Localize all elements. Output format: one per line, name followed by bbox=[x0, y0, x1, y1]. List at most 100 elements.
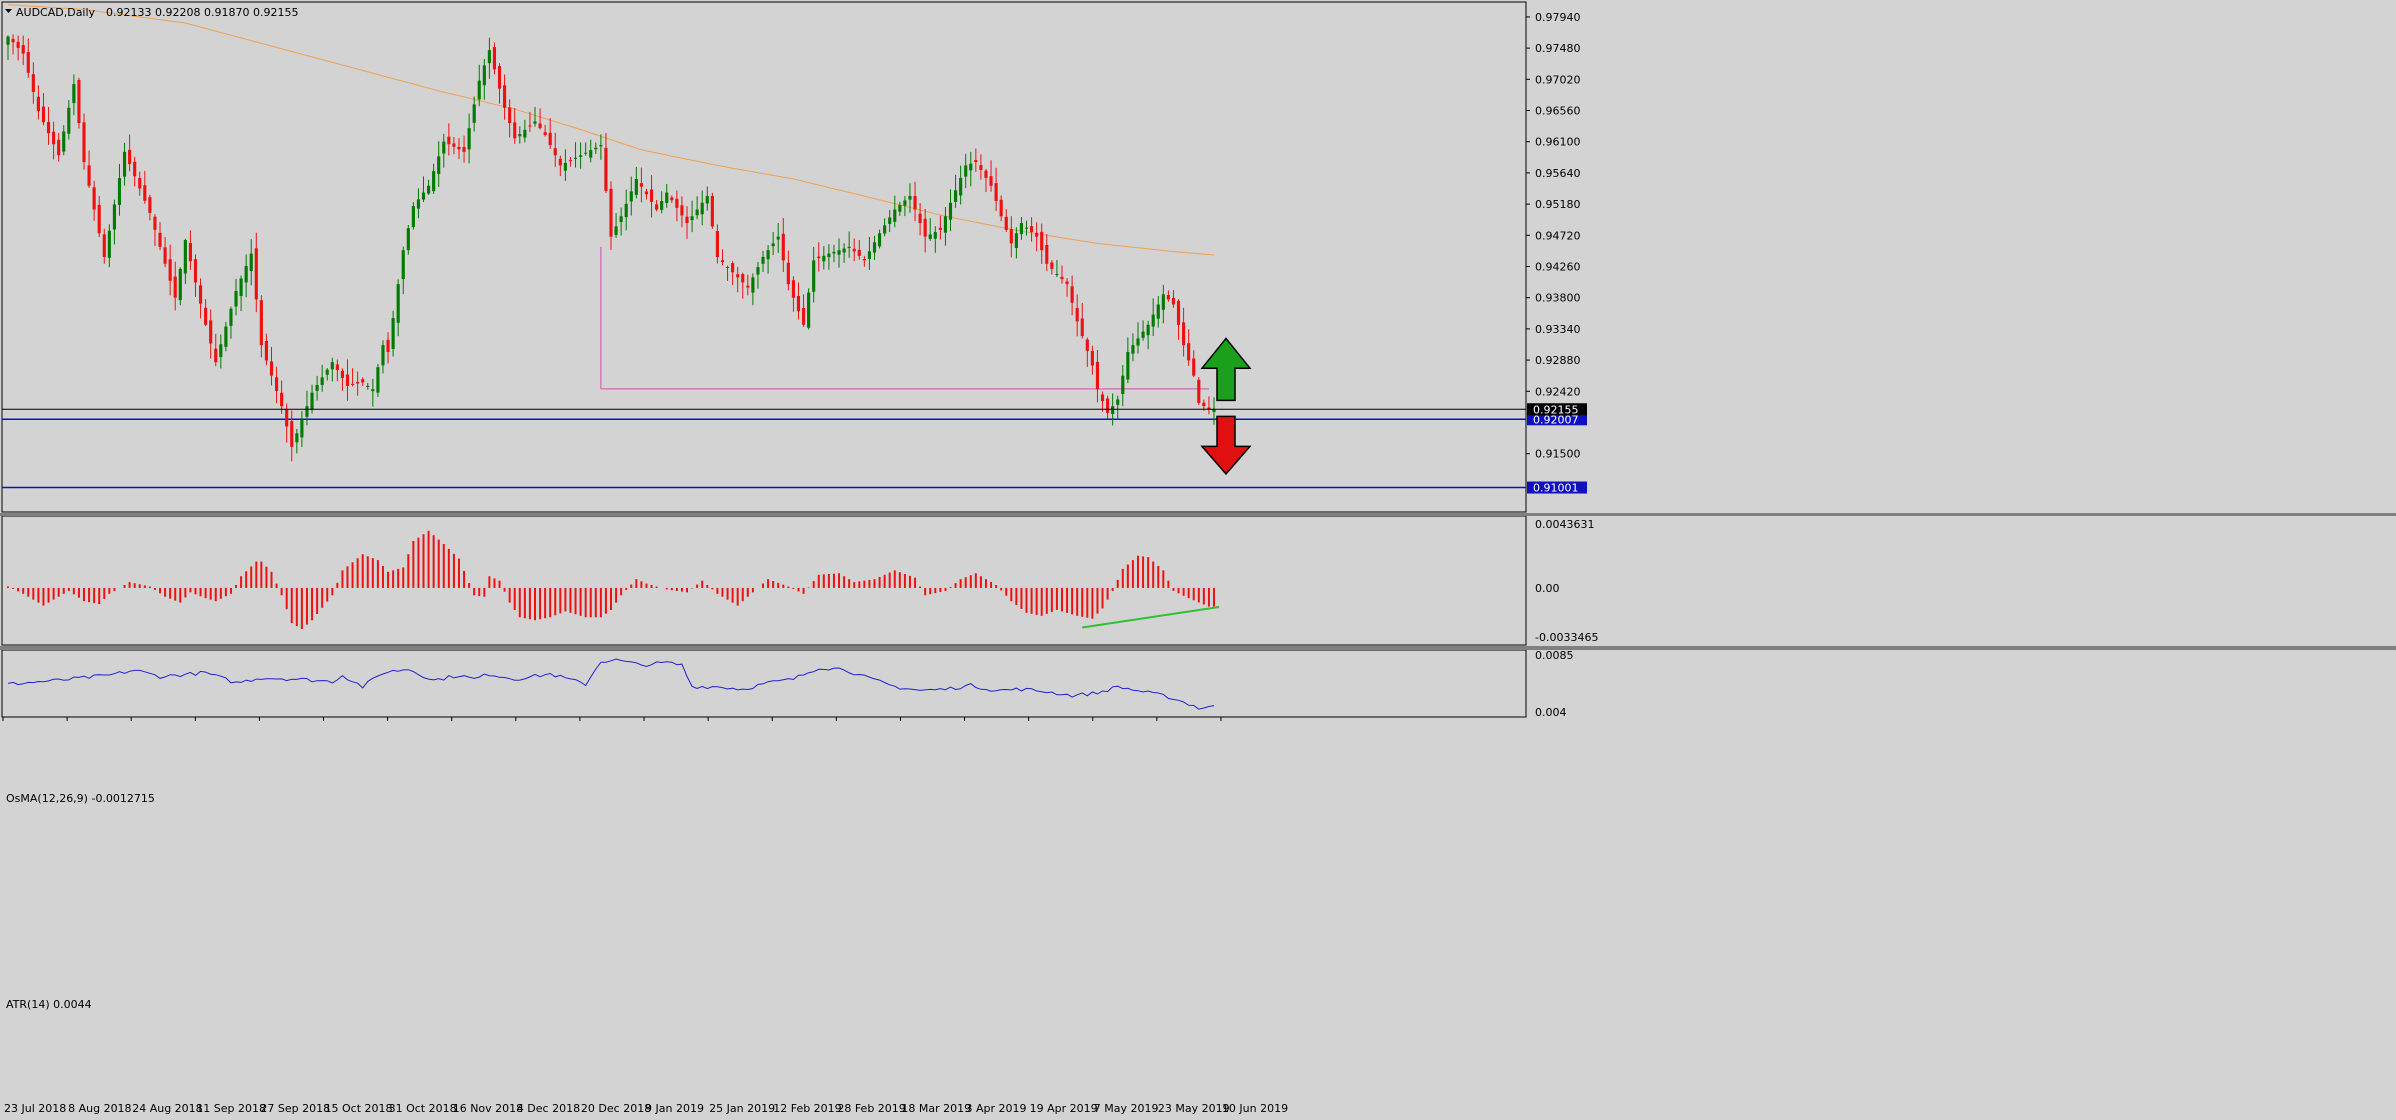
candle-body bbox=[274, 377, 279, 391]
price-tick-label: 0.96560 bbox=[1535, 105, 1581, 118]
level-price-label: 0.92007 bbox=[1533, 413, 1579, 426]
time-tick-label: 3 Apr 2019 bbox=[966, 1102, 1027, 1115]
panel-separator[interactable] bbox=[0, 646, 2396, 650]
candle-body bbox=[1212, 409, 1216, 413]
candle-body bbox=[781, 233, 785, 261]
candle-body bbox=[1019, 223, 1024, 235]
candle-body bbox=[832, 251, 836, 254]
candle-body bbox=[1121, 375, 1125, 395]
candle-body bbox=[568, 160, 573, 162]
candle-body bbox=[989, 176, 993, 186]
candle-body bbox=[675, 198, 679, 208]
menu-triangle-icon[interactable] bbox=[5, 9, 12, 13]
candle-body bbox=[872, 242, 877, 253]
candle-body bbox=[751, 277, 755, 293]
ohlc-label: 0.92133 0.92208 0.91870 0.92155 bbox=[106, 6, 298, 19]
candle-body bbox=[908, 195, 912, 200]
candle-body bbox=[219, 344, 223, 358]
time-tick-label: 19 Apr 2019 bbox=[1030, 1102, 1098, 1115]
candle-body bbox=[705, 195, 709, 204]
symbol-label: AUDCAD,Daily bbox=[16, 6, 96, 19]
candle-body bbox=[791, 280, 795, 298]
candle-body bbox=[122, 151, 127, 177]
candle-body bbox=[786, 262, 790, 285]
candle-body bbox=[700, 202, 704, 215]
candle-body bbox=[36, 96, 40, 112]
candle-body bbox=[295, 433, 299, 443]
candle-body bbox=[923, 218, 927, 237]
candle-body bbox=[183, 240, 187, 274]
arrow-up-icon[interactable] bbox=[1200, 337, 1252, 402]
atr-label: ATR(14) 0.0044 bbox=[6, 998, 92, 1011]
candle-body bbox=[198, 285, 203, 304]
candle-body bbox=[933, 232, 937, 239]
candle-body bbox=[264, 341, 268, 361]
candle-body bbox=[193, 259, 198, 283]
candle-body bbox=[467, 128, 471, 150]
candle-body bbox=[290, 421, 294, 447]
candle-body bbox=[862, 259, 866, 261]
candle-body bbox=[553, 148, 557, 156]
candle-body bbox=[771, 243, 775, 247]
candle-body bbox=[725, 266, 730, 268]
arrow-down-icon[interactable] bbox=[1200, 415, 1252, 476]
candle-body bbox=[644, 191, 649, 195]
candle-body bbox=[877, 233, 882, 247]
candle-body bbox=[1182, 322, 1186, 346]
price-tick-label: 0.92880 bbox=[1535, 354, 1581, 367]
candle-body bbox=[1085, 339, 1089, 351]
candle-body bbox=[452, 143, 456, 147]
candle-body bbox=[1090, 351, 1094, 366]
chart-header: AUDCAD,Daily 0.92133 0.92208 0.91870 0.9… bbox=[5, 6, 298, 19]
candle-body bbox=[837, 250, 841, 255]
candle-body bbox=[173, 276, 177, 298]
osma-label: OsMA(12,26,9) -0.0012715 bbox=[6, 792, 155, 805]
price-panel-frame bbox=[1, 1, 1527, 513]
candle-body bbox=[497, 66, 502, 89]
candle-body bbox=[1050, 262, 1054, 269]
candle-body bbox=[690, 216, 694, 221]
candle-body bbox=[695, 209, 699, 216]
candle-body bbox=[376, 367, 380, 393]
osma-tick-label: 0.0043631 bbox=[1535, 518, 1595, 531]
candle-body bbox=[847, 246, 851, 248]
candle-body bbox=[736, 274, 740, 278]
candle-body bbox=[92, 187, 96, 210]
candle-body bbox=[624, 203, 628, 218]
time-tick-label: 10 Jun 2019 bbox=[1222, 1102, 1288, 1115]
time-tick-label: 18 Mar 2019 bbox=[901, 1102, 971, 1115]
candle-body bbox=[827, 253, 831, 258]
candle-body bbox=[1070, 286, 1074, 303]
time-tick-label: 31 Oct 2018 bbox=[389, 1102, 457, 1115]
candle-body bbox=[1126, 351, 1130, 380]
osma-trendline[interactable] bbox=[1082, 606, 1220, 629]
candle-body bbox=[62, 131, 66, 152]
moving-average-line bbox=[7, 4, 1215, 256]
candle-body bbox=[310, 392, 314, 410]
candle-body bbox=[822, 255, 826, 262]
candle-body bbox=[477, 80, 481, 100]
candle-body bbox=[563, 162, 567, 171]
candle-body bbox=[41, 106, 46, 123]
candle-body bbox=[102, 234, 106, 257]
candle-body bbox=[46, 122, 51, 134]
candle-body bbox=[158, 232, 162, 247]
candle-body bbox=[756, 267, 760, 275]
candle-body bbox=[766, 250, 770, 260]
panel-separator[interactable] bbox=[0, 513, 2396, 516]
candle-body bbox=[903, 200, 907, 206]
candle-body bbox=[518, 134, 522, 137]
candle-body bbox=[330, 362, 334, 370]
candle-body bbox=[1166, 295, 1170, 300]
atr-tick-label: 0.004 bbox=[1535, 706, 1567, 719]
candle-body bbox=[1075, 308, 1079, 322]
candle-body bbox=[82, 122, 86, 163]
candle-body bbox=[224, 326, 228, 347]
candle-body bbox=[1131, 345, 1135, 354]
candle-body bbox=[1207, 407, 1211, 410]
candle-body bbox=[614, 226, 618, 235]
candle-body bbox=[209, 320, 213, 344]
candle-body bbox=[492, 47, 497, 70]
candle-body bbox=[153, 216, 157, 230]
